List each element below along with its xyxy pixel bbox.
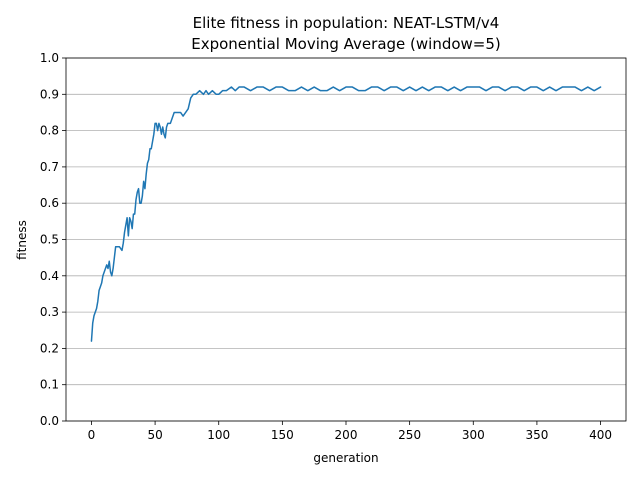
x-tick-label: 200 xyxy=(335,428,358,442)
y-tick-label: 0.0 xyxy=(40,414,59,428)
x-tick-label: 250 xyxy=(398,428,421,442)
x-tick-label: 400 xyxy=(589,428,612,442)
y-tick-label: 0.8 xyxy=(40,124,59,138)
x-tick-label: 350 xyxy=(525,428,548,442)
y-axis-label: fitness xyxy=(15,220,29,260)
series-group xyxy=(90,86,602,342)
x-tick-label: 0 xyxy=(88,428,96,442)
x-tick-label: 150 xyxy=(271,428,294,442)
y-tick-label: 0.2 xyxy=(40,341,59,355)
y-tick-label: 0.9 xyxy=(40,87,59,101)
y-tick-label: 0.1 xyxy=(40,378,59,392)
chart-title-line-2: Exponential Moving Average (window=5) xyxy=(191,35,501,53)
x-tick-label: 100 xyxy=(207,428,230,442)
y-axis-ticks: 0.0 0.1 0.2 0.3 0.4 0.5 0.6 0.7 0.8 0.9 1.0 xyxy=(40,51,66,428)
series-line xyxy=(90,86,602,342)
chart-title: Elite fitness in population: NEAT-LSTM/v… xyxy=(191,14,501,53)
y-tick-label: 0.5 xyxy=(40,233,59,247)
y-tick-label: 0.7 xyxy=(40,160,59,174)
chart-title-line-1: Elite fitness in population: NEAT-LSTM/v… xyxy=(193,14,500,32)
y-tick-label: 0.3 xyxy=(40,305,59,319)
x-axis-label: generation xyxy=(313,451,378,465)
y-tick-label: 1.0 xyxy=(40,51,59,65)
x-tick-label: 300 xyxy=(462,428,485,442)
x-tick-label: 50 xyxy=(147,428,162,442)
x-axis-ticks: 0 50 100 150 200 250 300 350 400 xyxy=(88,421,612,442)
y-tick-label: 0.6 xyxy=(40,196,59,210)
gridlines xyxy=(66,57,626,422)
y-tick-label: 0.4 xyxy=(40,269,59,283)
